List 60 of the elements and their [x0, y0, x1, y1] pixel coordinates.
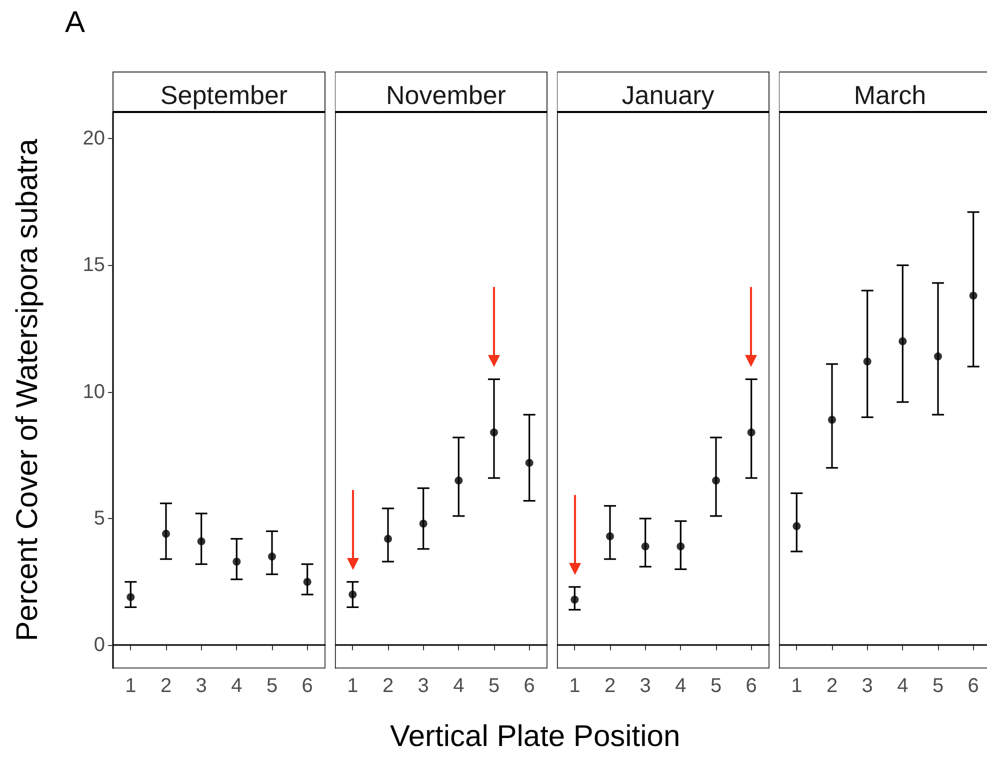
x-tick-label: 3 [640, 675, 651, 697]
x-tick-label: 3 [862, 675, 873, 697]
point [303, 578, 312, 586]
x-axis-title: Vertical Plate Position [390, 720, 680, 754]
point [197, 537, 206, 546]
x-tick-label: 4 [675, 675, 686, 697]
point [525, 458, 534, 467]
point [676, 542, 685, 550]
x-tick-label: 6 [302, 675, 313, 697]
point [606, 532, 614, 540]
y-axis-title: Percent Cover of Watersipora subatra [11, 138, 45, 642]
x-tick-label: 2 [160, 675, 172, 697]
y-tick-label: 10 [82, 380, 105, 403]
point [454, 476, 463, 485]
x-tick-label: 6 [968, 675, 979, 697]
chart-title: November [386, 80, 506, 110]
y-tick-label: 0 [94, 634, 105, 656]
x-tick-label: 2 [382, 675, 394, 697]
point [898, 337, 907, 346]
point [384, 534, 392, 543]
point [348, 590, 357, 599]
chart-title: January [622, 80, 714, 110]
point [828, 416, 836, 424]
point [969, 292, 978, 300]
y-tick-label: 20 [82, 128, 105, 150]
x-tick-label: 5 [488, 675, 500, 697]
x-tick-label: 1 [791, 675, 802, 697]
x-tick-label: 3 [418, 675, 429, 697]
point [126, 593, 135, 602]
chart-title: September [160, 80, 288, 110]
point [863, 358, 872, 366]
chart-title: March [854, 80, 926, 110]
x-tick-label: 5 [710, 675, 722, 697]
x-tick-label: 1 [125, 675, 136, 697]
point [570, 596, 579, 604]
y-tick-label: 15 [82, 254, 105, 276]
point [162, 530, 170, 538]
point [934, 352, 942, 360]
point [490, 428, 498, 436]
x-tick-label: 4 [453, 675, 464, 697]
x-tick-label: 1 [347, 675, 358, 697]
text: A [65, 6, 86, 40]
x-tick-label: 5 [932, 675, 944, 697]
point [268, 552, 276, 561]
x-tick-label: 2 [604, 675, 616, 697]
x-tick-label: 6 [746, 675, 757, 697]
point [712, 476, 720, 485]
x-tick-label: 5 [266, 675, 278, 697]
x-tick-label: 4 [231, 675, 242, 697]
point [747, 428, 756, 436]
x-tick-label: 4 [897, 675, 908, 697]
point [641, 542, 650, 550]
point [232, 558, 241, 566]
point [419, 520, 428, 528]
point [792, 522, 801, 530]
y-tick-label: 5 [94, 508, 105, 530]
x-tick-label: 6 [524, 675, 535, 697]
x-tick-label: 1 [569, 675, 580, 697]
x-tick-label: 3 [196, 675, 207, 697]
x-tick-label: 2 [826, 675, 838, 697]
